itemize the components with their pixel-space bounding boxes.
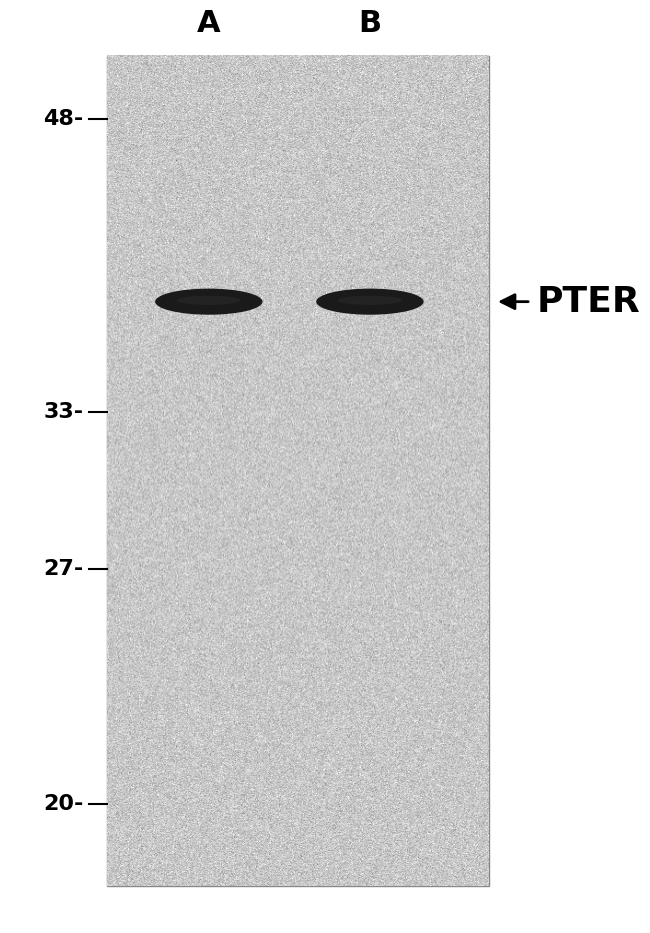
Ellipse shape [338, 296, 402, 305]
Ellipse shape [155, 288, 263, 314]
Text: 20-: 20- [43, 794, 84, 814]
Text: 33-: 33- [44, 402, 84, 422]
Text: B: B [358, 8, 382, 37]
Ellipse shape [316, 288, 424, 314]
Ellipse shape [177, 296, 241, 305]
Text: PTER: PTER [537, 285, 641, 319]
FancyBboxPatch shape [107, 56, 489, 886]
Text: 27-: 27- [44, 559, 84, 579]
Text: A: A [197, 8, 220, 37]
Text: 48-: 48- [44, 109, 84, 129]
